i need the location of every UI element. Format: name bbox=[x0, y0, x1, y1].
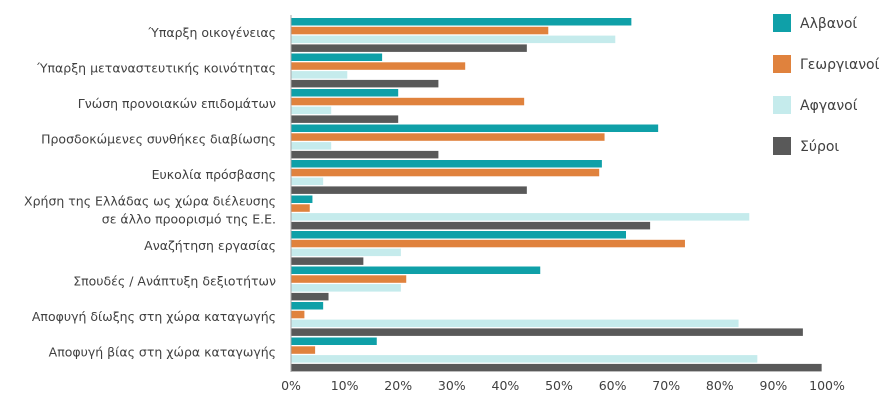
bar-9-1 bbox=[291, 346, 316, 354]
bar-2-3 bbox=[291, 115, 399, 123]
bar-1-2 bbox=[291, 71, 348, 79]
x-tick-label: 70% bbox=[652, 378, 680, 393]
x-axis-tick-labels: 0% 10% 20% 30% 40% 50% 60% 70% 80% 90% 100% bbox=[281, 378, 845, 393]
legend-label: Γεωργιανοί bbox=[800, 57, 880, 73]
bar-5-2 bbox=[291, 213, 750, 221]
legend-swatch bbox=[773, 14, 791, 32]
category-label: Αποφυγή βίας στη χώρα καταγωγής bbox=[49, 344, 276, 359]
x-tick-label: 100% bbox=[809, 378, 845, 393]
category-label: Προσδοκώμενες συνθήκες διαβίωσης bbox=[41, 131, 276, 146]
bar-7-1 bbox=[291, 275, 407, 283]
legend-swatch bbox=[773, 96, 791, 114]
x-tick-label: 80% bbox=[706, 378, 734, 393]
bar-8-3 bbox=[291, 328, 803, 336]
category-label: σε άλλο προορισμό της Ε.Ε. bbox=[102, 211, 276, 226]
bar-5-3 bbox=[291, 221, 651, 230]
bar-9-3 bbox=[291, 363, 822, 372]
legend: Αλβανοί Γεωργιανοί Αφγανοί Σύροι bbox=[773, 14, 880, 155]
category-label: Χρήση της Ελλάδας ως χώρα διέλευσης bbox=[24, 193, 276, 208]
x-tick-label: 40% bbox=[492, 378, 520, 393]
bar-0-0 bbox=[291, 18, 632, 26]
legend-swatch bbox=[773, 137, 791, 155]
category-label: Ευκολία πρόσβασης bbox=[152, 167, 276, 182]
legend-label: Αφγανοί bbox=[800, 98, 858, 114]
x-tick-label: 60% bbox=[599, 378, 627, 393]
category-label: Ύπαρξη οικογένειας bbox=[148, 25, 276, 40]
x-tick-label: 50% bbox=[545, 378, 573, 393]
bar-4-3 bbox=[291, 186, 527, 194]
bar-0-1 bbox=[291, 26, 549, 35]
bar-5-0 bbox=[291, 195, 313, 203]
category-label: Σπουδές / Ανάπτυξη δεξιοτήτων bbox=[73, 273, 276, 288]
legend-label: Σύροι bbox=[800, 139, 839, 155]
legend-swatch bbox=[773, 55, 791, 73]
bar-3-0 bbox=[291, 124, 659, 132]
bar-0-2 bbox=[291, 35, 616, 44]
bar-3-2 bbox=[291, 142, 332, 150]
category-label: Αποφυγή δίωξης στη χώρα καταγωγής bbox=[32, 309, 276, 324]
bar-6-1 bbox=[291, 239, 685, 248]
bar-6-3 bbox=[291, 257, 364, 265]
x-tick-label: 0% bbox=[281, 378, 301, 393]
bar-4-1 bbox=[291, 168, 600, 177]
category-label: Αναζήτηση εργασίας bbox=[144, 238, 276, 253]
x-tick-label: 30% bbox=[438, 378, 466, 393]
category-label: Γνώση προνοιακών επιδομάτων bbox=[78, 96, 276, 111]
bar-5-1 bbox=[291, 204, 310, 212]
bar-1-3 bbox=[291, 79, 439, 88]
category-labels: Ύπαρξη οικογένειας Ύπαρξη μεταναστευτικής… bbox=[24, 25, 276, 360]
bar-8-2 bbox=[291, 319, 739, 328]
bar-6-0 bbox=[291, 231, 626, 239]
category-label: Ύπαρξη μεταναστευτικής κοινότητας bbox=[36, 60, 276, 75]
bar-4-0 bbox=[291, 160, 602, 168]
bar-7-3 bbox=[291, 292, 329, 301]
bars-group bbox=[291, 18, 822, 372]
bar-7-0 bbox=[291, 266, 541, 274]
bar-2-0 bbox=[291, 89, 399, 97]
bar-2-2 bbox=[291, 106, 332, 115]
x-tick-label: 10% bbox=[331, 378, 359, 393]
bar-7-2 bbox=[291, 284, 401, 292]
x-tick-label: 20% bbox=[384, 378, 412, 393]
bar-1-0 bbox=[291, 53, 383, 61]
bar-2-1 bbox=[291, 97, 525, 106]
bar-3-1 bbox=[291, 133, 605, 141]
bar-0-3 bbox=[291, 44, 527, 52]
bar-4-2 bbox=[291, 177, 324, 186]
x-tick-label: 90% bbox=[760, 378, 788, 393]
bar-6-2 bbox=[291, 248, 401, 257]
bar-9-2 bbox=[291, 355, 758, 363]
legend-label: Αλβανοί bbox=[800, 16, 857, 32]
bar-9-0 bbox=[291, 337, 377, 345]
bar-8-1 bbox=[291, 310, 305, 319]
bar-3-3 bbox=[291, 150, 439, 159]
bar-1-1 bbox=[291, 62, 466, 70]
bar-8-0 bbox=[291, 302, 324, 310]
